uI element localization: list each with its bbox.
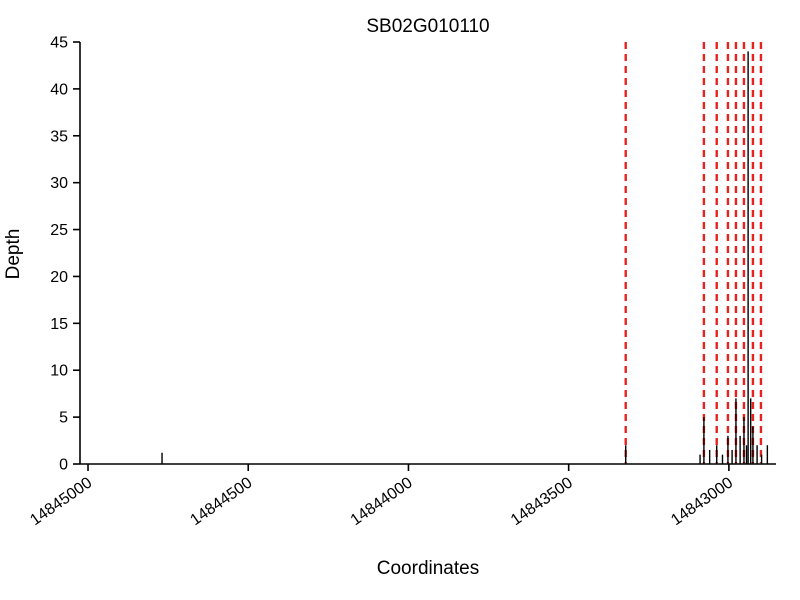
y-tick-label: 45 — [50, 35, 68, 52]
x-tick-label: 14843000 — [668, 474, 736, 529]
x-tick-label: 14843500 — [508, 474, 576, 529]
x-tick-label: 14845000 — [27, 474, 95, 529]
y-tick-label: 30 — [50, 175, 68, 192]
y-tick-label: 5 — [59, 410, 68, 427]
y-tick-label: 25 — [50, 222, 68, 239]
y-tick-label: 20 — [50, 269, 68, 286]
y-tick-label: 15 — [50, 316, 68, 333]
x-axis-label: Coordinates — [376, 558, 480, 579]
y-tick-label: 0 — [59, 457, 68, 474]
x-tick-label: 14844000 — [348, 474, 416, 529]
x-tick-label: 14844500 — [187, 474, 255, 529]
y-tick-label: 10 — [50, 363, 68, 380]
y-tick-label: 40 — [50, 81, 68, 98]
chart-title: SB02G010110 — [366, 16, 490, 37]
y-tick-label: 35 — [50, 128, 68, 145]
